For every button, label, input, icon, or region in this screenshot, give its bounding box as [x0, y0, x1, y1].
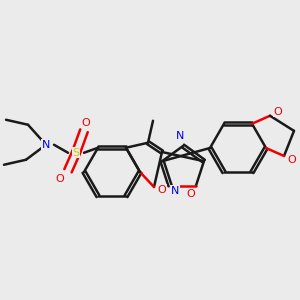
Text: O: O	[288, 155, 296, 165]
Text: O: O	[187, 189, 195, 199]
Text: S: S	[72, 148, 80, 158]
Text: N: N	[171, 186, 179, 196]
Text: O: O	[158, 185, 166, 195]
Text: O: O	[56, 174, 64, 184]
Text: N: N	[176, 131, 184, 141]
Text: N: N	[42, 140, 50, 150]
Text: O: O	[274, 107, 282, 117]
Text: O: O	[82, 118, 90, 128]
